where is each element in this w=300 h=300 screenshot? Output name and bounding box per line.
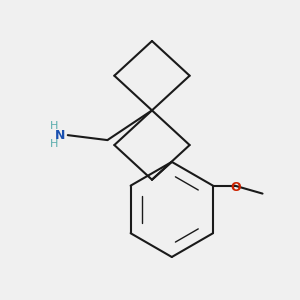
Text: O: O	[230, 181, 241, 194]
Text: N: N	[54, 129, 65, 142]
Text: H: H	[50, 139, 58, 149]
Text: H: H	[50, 121, 58, 131]
